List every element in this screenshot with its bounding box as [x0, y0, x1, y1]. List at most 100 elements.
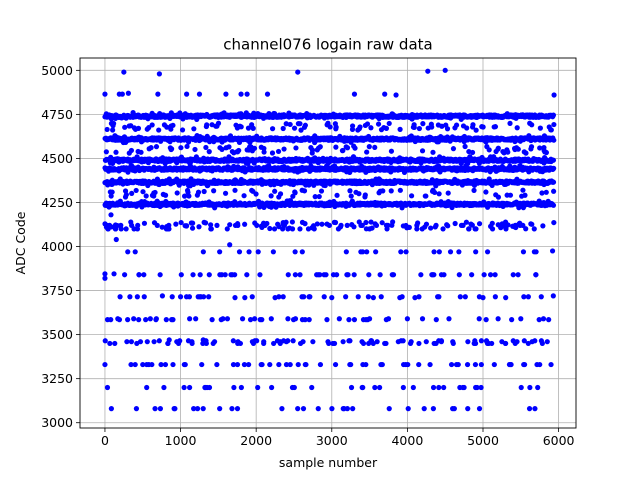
data-point [163, 317, 169, 323]
data-point [134, 179, 141, 185]
data-point [500, 203, 506, 209]
data-point [149, 122, 155, 128]
data-point [525, 136, 531, 142]
data-point [143, 193, 149, 199]
data-point [190, 220, 196, 226]
data-point [176, 182, 182, 188]
data-point [333, 144, 339, 150]
data-point [173, 221, 179, 227]
data-point [103, 111, 109, 117]
data-point [476, 406, 483, 412]
data-point [226, 154, 232, 160]
data-point [418, 160, 424, 166]
data-point [409, 111, 415, 118]
data-point [513, 199, 519, 205]
data-point [401, 157, 408, 163]
data-point [422, 193, 428, 199]
data-point [204, 112, 210, 118]
data-point [408, 193, 415, 199]
data-point [331, 163, 338, 169]
data-point [441, 113, 447, 119]
data-point [183, 223, 190, 229]
data-point [156, 165, 163, 171]
data-point [135, 148, 141, 155]
data-point [186, 114, 192, 120]
data-point [409, 116, 415, 122]
data-point [388, 148, 395, 154]
data-point [507, 120, 513, 126]
data-point [504, 111, 510, 117]
data-point [193, 154, 199, 160]
data-point [551, 165, 557, 171]
data-point [466, 148, 472, 155]
data-point [286, 179, 293, 185]
data-point [242, 221, 248, 227]
data-point [349, 222, 355, 228]
data-point [241, 193, 247, 199]
data-point [178, 154, 185, 160]
data-point [144, 126, 150, 132]
data-point [486, 112, 492, 118]
data-point [523, 150, 529, 156]
data-point [230, 338, 236, 344]
data-point [376, 116, 382, 122]
data-point [209, 168, 215, 174]
data-point [259, 166, 265, 172]
data-point [217, 406, 223, 412]
data-point [140, 189, 146, 195]
data-point [201, 188, 207, 195]
data-point [227, 133, 234, 139]
data-point [340, 147, 346, 154]
data-point [460, 123, 467, 129]
data-point [531, 226, 537, 232]
data-point [515, 157, 521, 163]
data-point [133, 187, 139, 194]
data-point [471, 187, 477, 193]
data-point [107, 189, 113, 195]
data-point [288, 198, 294, 204]
data-point [481, 199, 487, 205]
data-point [337, 133, 343, 139]
data-point [431, 189, 438, 196]
data-point [217, 167, 223, 173]
data-point [342, 112, 348, 118]
data-point [410, 384, 416, 391]
data-point [148, 145, 154, 151]
data-point [290, 138, 296, 144]
data-point [362, 194, 368, 200]
data-point [222, 190, 229, 196]
data-point [454, 168, 460, 174]
data-point [293, 155, 299, 162]
data-point [452, 125, 458, 131]
data-point [465, 202, 471, 208]
data-point [332, 156, 338, 162]
data-point [523, 180, 529, 186]
data-point [403, 249, 409, 255]
data-point [231, 150, 237, 156]
data-point [254, 179, 260, 185]
data-point [408, 133, 414, 139]
data-point [329, 406, 335, 412]
data-point [272, 165, 278, 171]
data-point [456, 272, 462, 278]
data-point [266, 110, 272, 117]
data-point [494, 180, 501, 186]
data-point [551, 188, 557, 194]
data-point [151, 164, 157, 170]
data-point [177, 114, 183, 120]
data-point [448, 361, 455, 368]
data-point [145, 160, 151, 166]
data-point [519, 164, 526, 170]
data-point [460, 222, 466, 228]
data-point [226, 144, 232, 150]
data-point [495, 146, 501, 152]
data-point [249, 148, 255, 154]
data-point [232, 136, 238, 142]
data-point [126, 123, 132, 129]
data-point [515, 146, 521, 152]
data-point [302, 122, 308, 128]
data-point [462, 167, 468, 173]
data-point [153, 144, 160, 150]
data-point [487, 154, 494, 160]
data-point [366, 167, 372, 174]
